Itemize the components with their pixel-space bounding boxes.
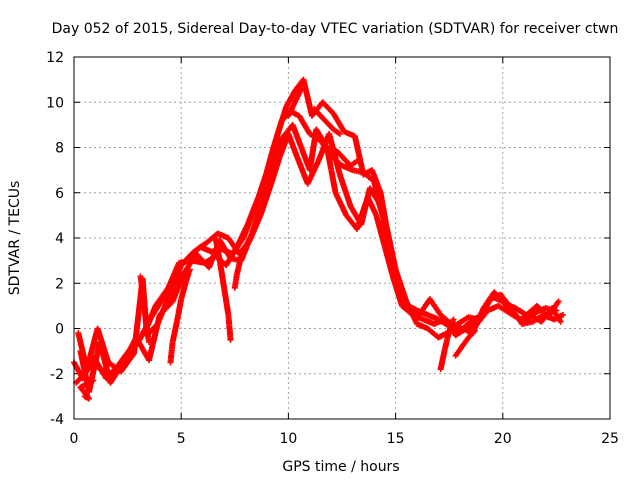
series-trace	[78, 378, 95, 401]
series-segment-a	[137, 273, 153, 346]
series-trace	[453, 329, 477, 358]
series-segment-e	[437, 316, 457, 373]
y-tick-label: 2	[55, 276, 64, 292]
series-trace	[232, 236, 253, 290]
y-tick-label: 6	[55, 186, 64, 202]
y-tick-label: 10	[46, 95, 64, 111]
series-segment-g	[328, 144, 361, 169]
chart-title: Day 052 of 2015, Sidereal Day-to-day VTE…	[52, 21, 619, 37]
series-segment-j	[77, 377, 97, 402]
x-axis-label: GPS time / hours	[282, 459, 399, 475]
y-tick-label: 4	[55, 231, 64, 247]
y-tick-label: 12	[46, 50, 64, 66]
series-segment-f	[452, 327, 478, 359]
x-tick-label: 5	[177, 431, 186, 447]
y-tick-label: -4	[50, 412, 64, 428]
series-trace	[212, 236, 234, 342]
x-tick-label: 15	[387, 431, 405, 447]
grid	[74, 57, 610, 419]
x-tick-label: 10	[279, 431, 297, 447]
x-tick-label: 25	[601, 431, 619, 447]
series-trace	[137, 275, 152, 344]
series-trace	[329, 145, 359, 168]
x-tick-label: 0	[70, 431, 79, 447]
series-segment-d	[231, 235, 253, 291]
series-segment-c	[212, 235, 234, 343]
series-trace	[167, 268, 193, 364]
series-trace	[312, 107, 342, 136]
y-tick-label: 8	[55, 141, 64, 157]
series-segment-h	[311, 106, 343, 137]
series-trace	[286, 87, 304, 118]
series-segment-i	[285, 85, 305, 119]
x-tick-label: 20	[494, 431, 512, 447]
series-track-4	[77, 121, 564, 395]
series-trace	[77, 123, 563, 394]
plot-frame	[73, 56, 611, 420]
series-trace	[437, 318, 456, 371]
y-tick-label: 0	[55, 322, 64, 338]
y-axis-label: SDTVAR / TECUs	[7, 181, 23, 296]
series-segment-b	[167, 266, 193, 366]
y-tick-label: -2	[50, 367, 64, 383]
data-points	[71, 76, 566, 402]
